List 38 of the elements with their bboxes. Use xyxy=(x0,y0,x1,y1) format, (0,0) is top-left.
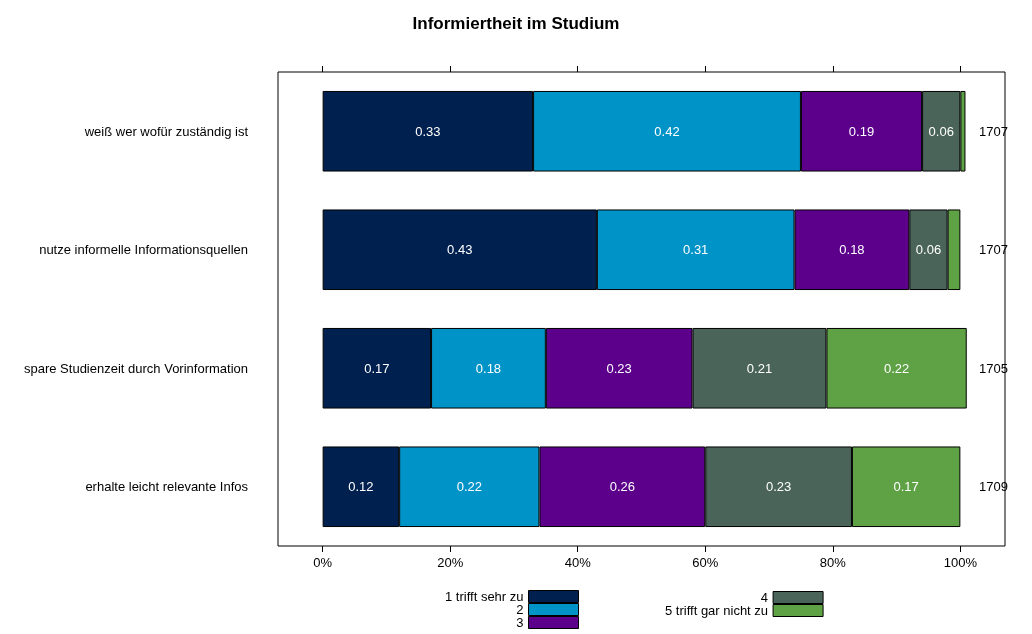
y-tick-label: weiß wer wofür zuständig ist xyxy=(83,123,249,139)
data-label: 0.22 xyxy=(883,360,910,376)
x-tick-label: 60% xyxy=(692,555,719,570)
x-tick-label: 80% xyxy=(819,555,847,570)
data-label: 0.17 xyxy=(893,479,919,495)
data-label: 0.06 xyxy=(928,123,954,139)
data-label: 0.43 xyxy=(447,242,473,258)
data-label: 0.23 xyxy=(765,479,792,495)
data-label: 0.31 xyxy=(683,242,709,258)
y-tick-label: erhalte leicht relevante Infos xyxy=(85,479,249,495)
x-tick-label: 20% xyxy=(437,555,464,570)
annotation: 1707 xyxy=(979,123,1008,139)
data-label: 0.06 xyxy=(915,242,942,258)
legend-label: 1 trifft sehr zu xyxy=(445,589,524,604)
x-tick-label: 0% xyxy=(313,555,333,570)
legend-label: 3 xyxy=(516,615,524,630)
data-label: 0.12 xyxy=(348,479,374,495)
data-label: 0.23 xyxy=(606,360,632,376)
data-label: 0.26 xyxy=(609,479,636,495)
data-label: 0.33 xyxy=(415,123,441,139)
data-label: 0.19 xyxy=(848,123,875,139)
data-label: 0.18 xyxy=(839,242,865,258)
annotation: 1709 xyxy=(979,479,1008,495)
chart-title: Informiertheit im Studium xyxy=(412,14,620,33)
legend-label: 4 xyxy=(760,590,769,605)
y-tick-label: nutze informelle Informationsquellen xyxy=(39,242,248,258)
data-label: 0.21 xyxy=(746,360,773,376)
legend-label: 2 xyxy=(516,602,524,617)
y-tick-label: spare Studienzeit durch Vorinformation xyxy=(23,360,248,376)
data-label: 0.42 xyxy=(654,123,680,139)
data-label: 0.22 xyxy=(456,479,482,495)
legend-label: 5 trifft gar nicht zu xyxy=(664,603,769,618)
x-tick-label: 40% xyxy=(564,555,592,570)
data-label: 0.17 xyxy=(364,360,390,376)
x-tick-label: 100% xyxy=(943,555,978,570)
annotation: 1707 xyxy=(979,242,1008,258)
annotation: 1705 xyxy=(979,360,1008,376)
data-label: 0.18 xyxy=(475,360,502,376)
